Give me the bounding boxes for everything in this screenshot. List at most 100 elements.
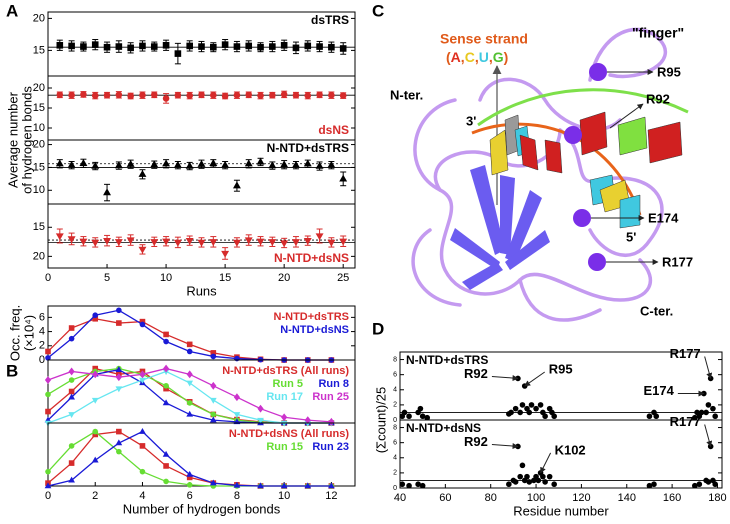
marker (162, 399, 170, 406)
marker (116, 320, 122, 326)
beta-strand (505, 190, 542, 262)
marker (292, 160, 300, 168)
marker (92, 431, 99, 438)
beta-strand (505, 230, 550, 270)
marker (127, 44, 134, 52)
x-tick-label: 8 (234, 490, 240, 502)
y-tick-label: 4 (393, 387, 397, 394)
marker (244, 159, 253, 167)
y-tick-label: 20 (33, 138, 45, 150)
y-tick-label: 10 (33, 122, 45, 134)
marker (257, 417, 264, 424)
marker (512, 405, 519, 412)
base-letter: A (451, 49, 461, 65)
y-tick-label: 6 (393, 440, 397, 447)
x-axis-label: Residue number (513, 503, 609, 518)
marker (186, 42, 193, 50)
marker (268, 239, 277, 247)
marker (327, 239, 336, 247)
marker (197, 159, 206, 167)
y-tick-label: 15 (33, 161, 45, 173)
x-tick-label: 20 (278, 272, 290, 284)
marker (45, 348, 51, 355)
residue-arrow (609, 103, 644, 129)
marker (68, 91, 75, 99)
marker (328, 482, 335, 489)
marker (79, 159, 88, 166)
marker (150, 43, 158, 50)
residue-label: R92 (646, 91, 670, 106)
marker (163, 385, 169, 392)
marker (292, 91, 300, 99)
base-letter: G (493, 49, 504, 65)
base-letter: , (475, 49, 479, 65)
legend-label: Run 25 (312, 391, 349, 403)
marker (268, 161, 277, 169)
marker (535, 477, 542, 484)
marker (233, 481, 241, 488)
legend-label: Run 8 (318, 378, 349, 390)
marker (115, 439, 123, 446)
c-terminus-label: C-ter. (640, 303, 673, 318)
y-axis-label: Average number (5, 91, 20, 188)
marker (92, 370, 99, 379)
legend-label: N-NTD+dsNS (280, 324, 349, 336)
marker (712, 481, 718, 488)
marker (150, 239, 159, 247)
marker (233, 393, 241, 402)
marker (281, 413, 288, 422)
marker (68, 460, 75, 466)
marker (419, 413, 426, 420)
subplot-label: dsTRS (311, 13, 349, 27)
y-tick-label: 0 (393, 485, 397, 492)
marker (45, 408, 51, 415)
protein-loop (518, 278, 602, 322)
marker (691, 414, 698, 421)
marker (91, 41, 99, 48)
y-tick-label: 15 (33, 102, 45, 114)
marker (256, 238, 265, 246)
marker (68, 412, 75, 419)
beta-strand (450, 228, 500, 270)
annotation-arrow (704, 424, 713, 448)
marker (303, 159, 312, 167)
marker (519, 462, 526, 469)
marker (233, 91, 241, 99)
marker (80, 91, 87, 98)
marker (68, 367, 75, 376)
annotation-label: R92 (464, 434, 488, 449)
panel-label: D (372, 319, 384, 338)
marker (540, 473, 546, 480)
beta-strand (470, 165, 505, 255)
panel-label: B (6, 361, 18, 380)
marker (257, 92, 264, 99)
y-axis-label: (Σcount)/25 (373, 387, 388, 454)
marker (244, 237, 253, 245)
marker (103, 91, 111, 99)
marker (91, 161, 100, 169)
marker (209, 479, 217, 486)
marker (424, 414, 431, 421)
protein-loop (413, 98, 653, 302)
marker (698, 409, 705, 416)
x-tick-label: 40 (394, 492, 406, 504)
marker (126, 237, 135, 245)
marker (44, 482, 52, 489)
base-block (489, 129, 509, 176)
marker (79, 238, 88, 246)
marker (209, 416, 217, 423)
marker (163, 338, 169, 345)
marker (327, 160, 336, 168)
marker (417, 405, 424, 412)
marker (315, 161, 324, 169)
marker (209, 159, 218, 166)
x-axis-label: Number of hydrogen bonds (123, 501, 281, 516)
marker (703, 409, 709, 416)
x-tick-label: 10 (160, 272, 172, 284)
marker (126, 159, 135, 167)
marker (115, 386, 123, 393)
y-tick-label: 0 (39, 354, 45, 366)
subplot-label: N-NTD+dsTRS (267, 141, 349, 155)
base-letter: , (461, 49, 465, 65)
annotation-arrow (491, 375, 519, 382)
